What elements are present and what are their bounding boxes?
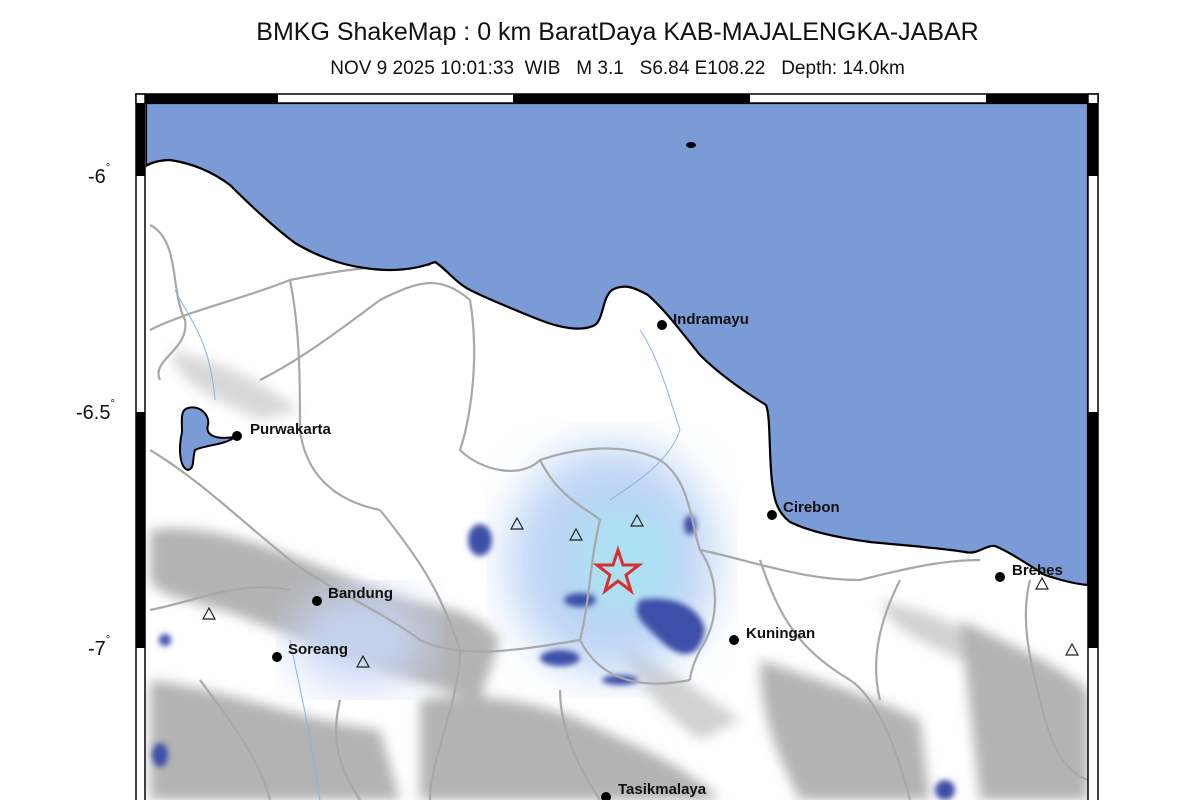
- lat-label-6-5: -6.5°: [76, 398, 115, 424]
- rivers: [174, 289, 681, 800]
- city-indramayu[interactable]: Indramayu: [657, 311, 749, 330]
- triangle-icon: [355, 654, 371, 668]
- svg-text:Bandung: Bandung: [328, 585, 393, 602]
- city-cirebon[interactable]: Cirebon: [767, 499, 840, 520]
- svg-text:Brebes: Brebes: [1012, 562, 1063, 579]
- city-tasikmalaya[interactable]: Tasikmalaya: [601, 781, 707, 800]
- stations: [201, 513, 1080, 668]
- triangle-icon: [629, 513, 645, 527]
- city-soreang[interactable]: Soreang: [272, 641, 348, 662]
- sea: [146, 103, 1088, 587]
- svg-text:Kuningan: Kuningan: [746, 625, 815, 642]
- intensity-overlay: [152, 445, 955, 800]
- lat-label-6: -6°: [88, 162, 111, 188]
- triangle-icon: [568, 527, 584, 541]
- lat-label-7: -7°: [88, 634, 111, 660]
- triangle-icon: [509, 516, 525, 530]
- reservoir: [179, 406, 239, 472]
- svg-text:Soreang: Soreang: [288, 641, 348, 658]
- svg-text:Cirebon: Cirebon: [783, 499, 840, 516]
- epicenter-star-icon[interactable]: [592, 545, 644, 596]
- svg-text:Tasikmalaya: Tasikmalaya: [618, 781, 707, 798]
- city-purwakarta[interactable]: Purwakarta: [232, 421, 332, 441]
- island: [686, 142, 696, 148]
- triangle-icon: [1064, 642, 1080, 656]
- triangle-icon: [1034, 576, 1050, 590]
- svg-text:Indramayu: Indramayu: [673, 311, 749, 328]
- city-kuningan[interactable]: Kuningan: [729, 625, 815, 645]
- event-info: NOV 9 2025 10:01:33 WIB M 3.1 S6.84 E108…: [330, 58, 905, 79]
- map-frame: [135, 93, 1099, 800]
- triangle-icon: [201, 606, 217, 620]
- city-bandung[interactable]: Bandung: [312, 585, 393, 606]
- city-brebes[interactable]: Brebes: [995, 562, 1063, 582]
- svg-text:Purwakarta: Purwakarta: [250, 421, 332, 438]
- map-title: BMKG ShakeMap : 0 km BaratDaya KAB-MAJAL…: [256, 18, 979, 46]
